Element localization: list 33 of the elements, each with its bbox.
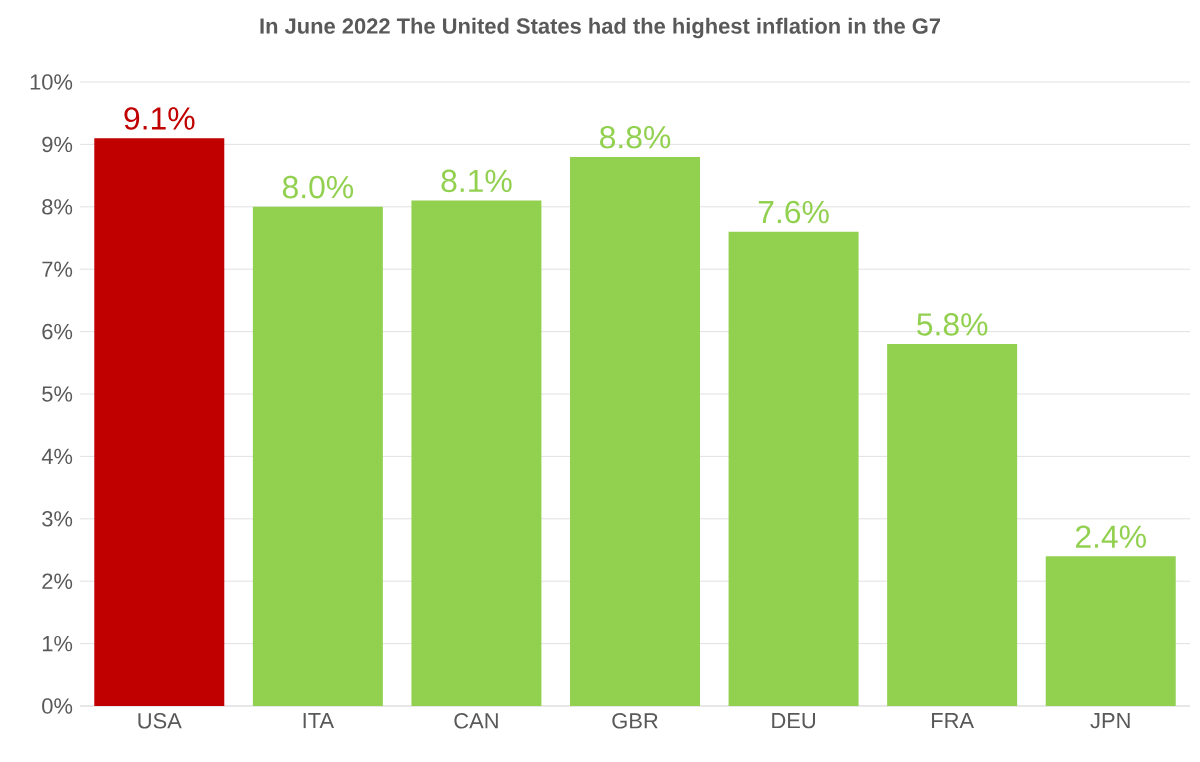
- x-tick-label: CAN: [454, 713, 498, 729]
- y-tick-label: 10%: [30, 74, 73, 90]
- x-tick-label: DEU: [772, 713, 815, 729]
- bar: [1045, 556, 1176, 706]
- y-tick-label: 1%: [42, 635, 73, 652]
- y-tick-label: 4%: [41, 448, 73, 465]
- y-tick-label: 8%: [42, 199, 73, 215]
- bar: [570, 156, 700, 706]
- x-tick-label: GBR: [612, 713, 658, 729]
- y-tick-label: 5%: [42, 386, 73, 402]
- y-tick-label: 6%: [42, 323, 73, 340]
- x-tick-label: USA: [138, 713, 182, 729]
- y-tick-label: 0%: [42, 698, 73, 714]
- bar: [411, 200, 542, 706]
- bar: [728, 231, 859, 706]
- chart-title: In June 2022 The United States had the highest inflation in the G7: [260, 17, 941, 39]
- x-tick-label: FRA: [932, 713, 974, 729]
- data-label: 5.8%: [917, 313, 988, 336]
- y-tick-label: 7%: [42, 261, 73, 277]
- data-label: 8.0%: [282, 175, 354, 199]
- y-tick-label: 3%: [42, 511, 73, 527]
- data-label: 2.4%: [1075, 525, 1146, 548]
- bar: [887, 344, 1018, 706]
- x-tick-label: JPN: [1090, 713, 1130, 729]
- y-tick-label: 2%: [42, 573, 73, 589]
- data-label: 8.1%: [441, 169, 512, 193]
- y-tick-label: 9%: [42, 136, 73, 153]
- x-tick-label: ITA: [303, 713, 335, 729]
- data-label: 8.8%: [600, 125, 671, 149]
- data-label: 9.1%: [124, 107, 195, 130]
- bar: [94, 138, 225, 706]
- bar: [252, 206, 383, 706]
- data-label: 7.6%: [758, 200, 829, 224]
